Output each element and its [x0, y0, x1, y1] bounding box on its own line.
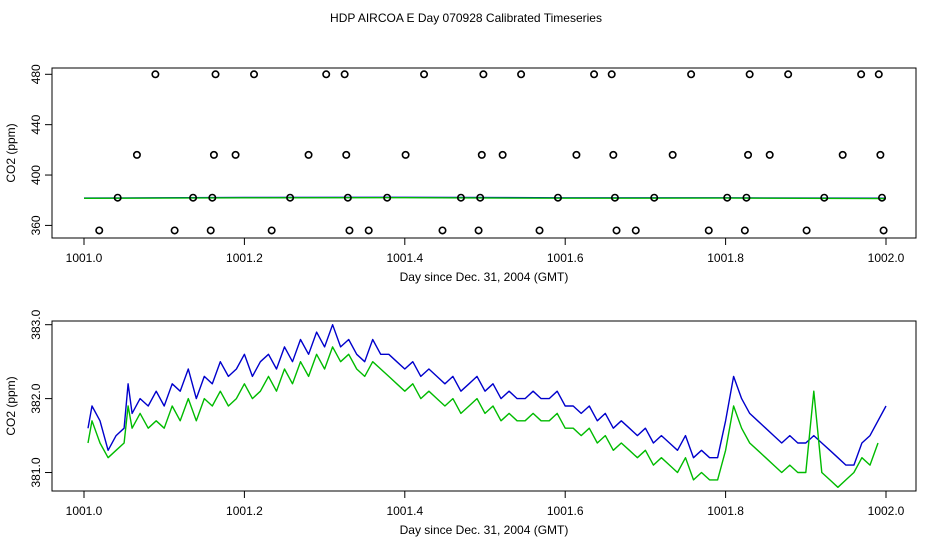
data-point	[610, 193, 619, 202]
data-point	[590, 70, 599, 79]
data-point	[784, 70, 793, 79]
x-tick-label: 1001.4	[386, 504, 423, 518]
series-line-2	[87, 346, 879, 488]
y-tick-label: 381.0	[29, 457, 43, 487]
y-tick-label: 480	[29, 64, 43, 84]
x-tick-label: 1002.0	[868, 504, 905, 518]
x-axis-title: Day since Dec. 31, 2004 (GMT)	[400, 270, 569, 284]
data-point	[742, 193, 751, 202]
series-line-2	[83, 196, 887, 200]
data-point	[535, 226, 544, 235]
axes: 1001.0 1001.2 1001.4 1001.6 1001.8 1002.0 381.…	[29, 309, 905, 518]
y-tick-label: 360	[29, 215, 43, 235]
data-point	[113, 193, 122, 202]
plot-marks	[87, 324, 887, 488]
x-tick-label: 1001.2	[226, 251, 263, 265]
data-point	[401, 150, 410, 159]
data-point	[802, 226, 811, 235]
x-tick-label: 1001.4	[386, 251, 423, 265]
data-point	[607, 70, 616, 79]
data-point	[723, 193, 732, 202]
data-point	[286, 193, 295, 202]
series-line-1	[87, 324, 887, 466]
data-point	[95, 226, 104, 235]
data-point	[345, 226, 354, 235]
data-point	[267, 226, 276, 235]
data-point	[874, 70, 883, 79]
data-point	[765, 150, 774, 159]
chart-title: HDP AIRCOA E Day 070928 Calibrated Times…	[330, 11, 602, 25]
y-axis-title: CO2 (ppm)	[4, 376, 18, 435]
x-tick-label: 1001.8	[707, 251, 744, 265]
data-point	[209, 150, 218, 159]
data-point	[474, 226, 483, 235]
data-point	[744, 150, 753, 159]
panel-bottom: 1001.0 1001.2 1001.4 1001.6 1001.8 1002.0 381.…	[4, 309, 917, 537]
data-point	[820, 193, 829, 202]
x-tick-label: 1001.2	[226, 504, 263, 518]
data-point	[650, 193, 659, 202]
data-point	[553, 193, 562, 202]
data-point	[477, 150, 486, 159]
data-point	[631, 226, 640, 235]
data-point	[745, 70, 754, 79]
data-point	[668, 150, 677, 159]
y-tick-label: 383.0	[29, 309, 43, 339]
x-tick-label: 1001.8	[707, 504, 744, 518]
data-point	[476, 193, 485, 202]
data-point	[322, 70, 331, 79]
data-point	[877, 193, 886, 202]
plot-marks	[83, 70, 888, 235]
data-point	[250, 70, 259, 79]
data-point	[572, 150, 581, 159]
data-point	[456, 193, 465, 202]
y-tick-label: 382.0	[29, 383, 43, 413]
data-point	[438, 226, 447, 235]
data-point	[364, 226, 373, 235]
data-point	[479, 70, 488, 79]
data-point	[231, 150, 240, 159]
x-tick-label: 1002.0	[868, 251, 905, 265]
y-axis-title: CO2 (ppm)	[4, 123, 18, 182]
data-point	[211, 70, 220, 79]
data-point	[343, 193, 352, 202]
data-point	[612, 226, 621, 235]
data-point	[420, 70, 429, 79]
data-point	[151, 70, 160, 79]
axes: 1001.0 1001.2 1001.4 1001.6 1001.8 1002.0 360 4…	[29, 64, 905, 265]
data-point	[189, 193, 198, 202]
x-tick-label: 1001.0	[66, 251, 103, 265]
y-tick-label: 440	[29, 114, 43, 134]
x-tick-label: 1001.6	[547, 251, 584, 265]
y-tick-label: 400	[29, 165, 43, 185]
data-point	[838, 150, 847, 159]
data-point	[687, 70, 696, 79]
data-point	[609, 150, 618, 159]
data-point	[383, 193, 392, 202]
data-point	[208, 193, 217, 202]
x-tick-label: 1001.6	[547, 504, 584, 518]
panel-top: 1001.0 1001.2 1001.4 1001.6 1001.8 1002.0 360 4…	[4, 64, 917, 284]
data-point	[170, 226, 179, 235]
x-tick-label: 1001.0	[66, 504, 103, 518]
data-point	[517, 70, 526, 79]
data-point	[342, 150, 351, 159]
data-point	[340, 70, 349, 79]
data-point	[879, 226, 888, 235]
data-point	[498, 150, 507, 159]
data-point	[132, 150, 141, 159]
x-axis-title: Day since Dec. 31, 2004 (GMT)	[400, 523, 569, 537]
data-point	[704, 226, 713, 235]
data-point	[876, 150, 885, 159]
data-point	[304, 150, 313, 159]
data-point	[206, 226, 215, 235]
data-point	[740, 226, 749, 235]
data-point	[857, 70, 866, 79]
